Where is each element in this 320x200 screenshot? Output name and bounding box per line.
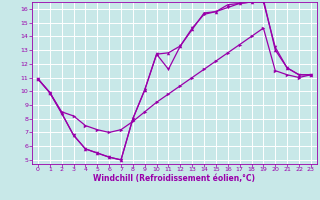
X-axis label: Windchill (Refroidissement éolien,°C): Windchill (Refroidissement éolien,°C) [93,174,255,183]
